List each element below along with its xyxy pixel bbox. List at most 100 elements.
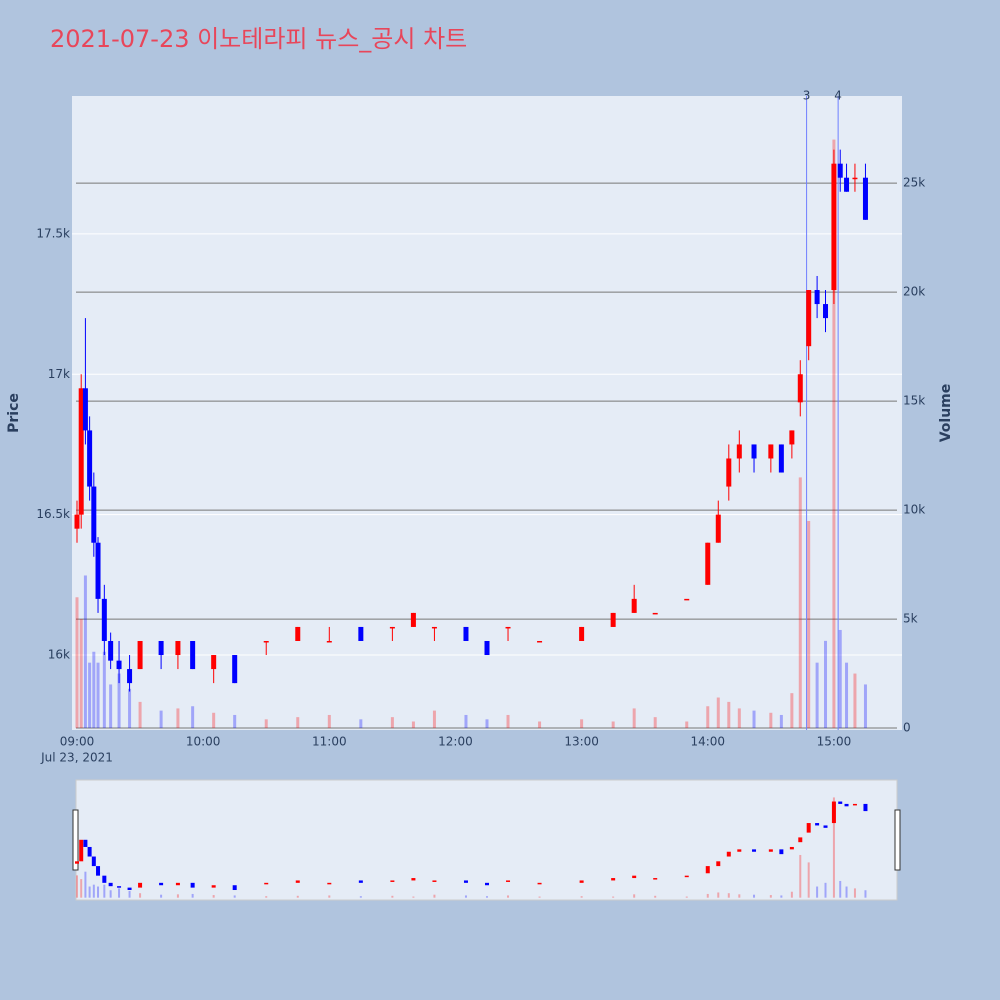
mini-volume-bar: [212, 895, 215, 898]
volume-bar: [464, 714, 468, 729]
range-handle[interactable]: [894, 809, 901, 871]
mini-volume-bar: [486, 896, 488, 898]
y2-tick-label: 20k: [903, 285, 925, 299]
mini-candle-body: [127, 887, 132, 891]
mini-candle-body: [411, 878, 416, 881]
mini-volume-bar: [507, 895, 510, 898]
volume-bar: [432, 710, 436, 729]
mini-volume-bar: [88, 886, 91, 898]
mini-candle-body: [232, 885, 237, 891]
volume-bar: [102, 651, 106, 729]
mini-candle-body: [463, 880, 468, 883]
mini-candle-body: [485, 882, 489, 886]
mini-candle-body: [83, 839, 88, 847]
candle-body: [579, 626, 585, 641]
candle-body: [751, 444, 757, 459]
mini-volume-bar: [685, 896, 688, 898]
mini-candle-body: [632, 875, 637, 879]
mini-candle-body: [863, 803, 868, 812]
volume-bar: [159, 710, 163, 729]
mini-volume-bar: [139, 893, 142, 898]
mini-volume-bar: [612, 896, 615, 898]
mini-candle-body: [537, 882, 542, 885]
volume-bar: [233, 714, 237, 729]
x-tick-label: 09:00: [60, 735, 95, 749]
volume-bar: [580, 719, 584, 729]
candle-body: [389, 626, 395, 629]
candle-body: [537, 640, 543, 643]
mini-candle-body: [823, 825, 828, 828]
candle-body: [484, 640, 490, 656]
candle-body: [87, 430, 93, 487]
mini-candle-body: [705, 866, 710, 874]
mini-volume-bar: [464, 895, 467, 898]
mini-candle-body: [831, 801, 836, 824]
mini-candle-body: [432, 880, 437, 882]
volume-bar: [176, 708, 180, 729]
mini-candle-body: [264, 882, 269, 885]
mini-volume-bar: [84, 871, 87, 898]
candle-body: [410, 612, 416, 627]
mini-candle-body: [96, 866, 101, 876]
mini-volume-bar: [853, 888, 856, 898]
volume-bar: [506, 714, 510, 729]
candle-body: [295, 626, 301, 641]
volume-bar: [96, 662, 100, 729]
candle-body: [101, 598, 107, 641]
mini-volume-bar: [76, 875, 78, 898]
mini-volume-bar: [160, 894, 163, 898]
volume-bar: [538, 721, 542, 729]
mini-volume-bar: [433, 894, 436, 898]
candle-body: [108, 640, 114, 661]
y-axis-title: Price: [6, 393, 22, 433]
candle-body: [91, 486, 97, 543]
y-tick-label: 17.5k: [36, 226, 70, 240]
mini-candle-body: [295, 880, 300, 883]
volume-bar: [815, 662, 819, 729]
mini-candle-body: [190, 882, 195, 888]
y2-tick-label: 25k: [903, 176, 925, 190]
mini-candle-body: [798, 837, 803, 843]
range-slider[interactable]: [75, 779, 898, 901]
candle-body: [431, 626, 437, 629]
mini-volume-bar: [118, 888, 121, 898]
y2-tick-label: 5k: [903, 612, 918, 626]
mini-volume-bar: [845, 886, 848, 898]
candle-body: [463, 626, 469, 641]
range-handle[interactable]: [72, 809, 79, 871]
volume-bar: [83, 575, 87, 729]
mini-candle-body: [390, 880, 395, 882]
candle-body: [852, 177, 858, 180]
candle-body: [82, 388, 88, 431]
candle-body: [505, 626, 511, 629]
volume-bar: [824, 640, 828, 729]
mini-volume-bar: [109, 890, 112, 898]
volume-bar: [706, 706, 710, 729]
mini-volume-bar: [769, 895, 772, 898]
candle-body: [326, 640, 332, 643]
candle-body: [631, 598, 637, 613]
volume-bar: [138, 701, 142, 729]
candle-body: [726, 458, 732, 487]
mini-volume-bar: [328, 895, 331, 898]
volume-bar: [845, 662, 849, 729]
mini-volume-bar: [391, 895, 394, 898]
mini-candle-body: [716, 861, 721, 867]
mini-candle-body: [653, 878, 658, 880]
mini-candle-body: [138, 882, 143, 888]
mini-candle-body: [789, 846, 794, 850]
mini-candle-body: [815, 823, 820, 826]
candle-body: [74, 514, 80, 529]
volume-bar: [807, 520, 811, 729]
mini-candle-body: [117, 886, 122, 888]
mini-candle-body: [752, 849, 757, 852]
candle-body: [127, 669, 133, 684]
mini-volume-bar: [412, 896, 415, 898]
volume-bar: [737, 708, 741, 729]
volume-bar: [109, 684, 113, 729]
candle-body: [736, 444, 742, 459]
volume-bar: [411, 721, 415, 729]
mini-volume-bar: [832, 797, 835, 898]
candle-body: [263, 640, 269, 643]
